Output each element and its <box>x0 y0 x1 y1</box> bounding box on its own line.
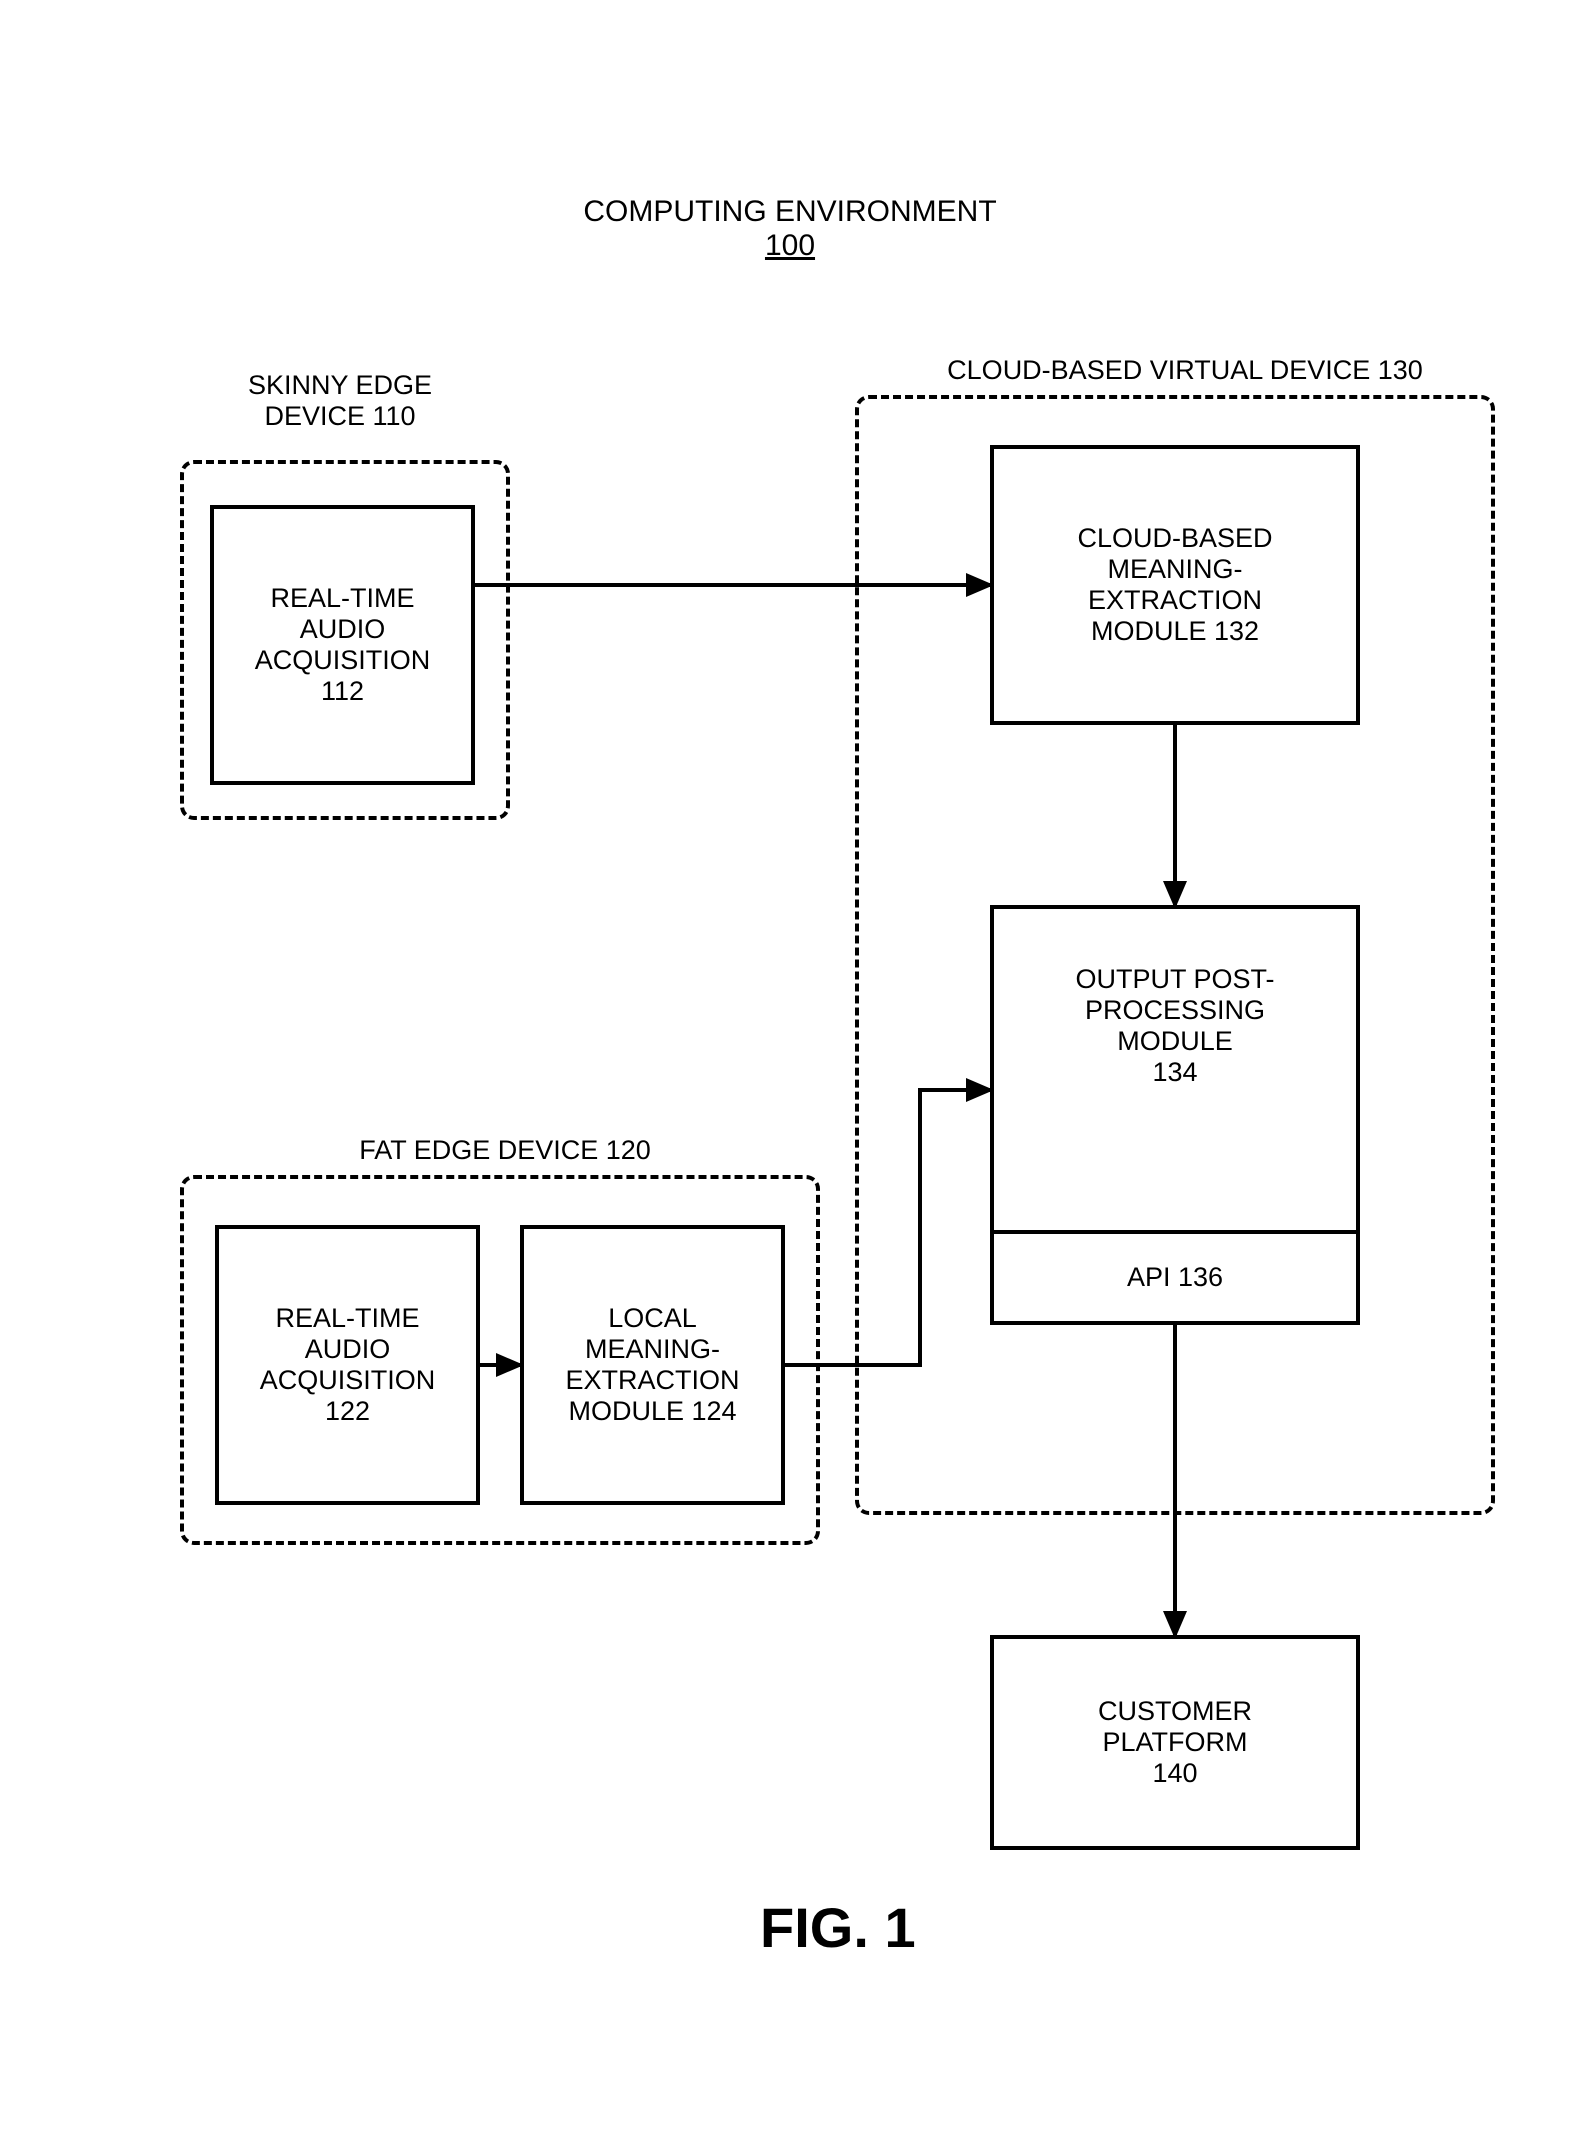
diagram-title-number: 100 <box>765 229 815 262</box>
diagram-title-text: COMPUTING ENVIRONMENT <box>583 195 996 228</box>
box-label-output_post: OUTPUT POST- PROCESSING MODULE 134 <box>1075 964 1274 1088</box>
container-label-skinny_edge: SKINNY EDGE DEVICE 110 <box>205 370 475 432</box>
box-label-customer: CUSTOMER PLATFORM 140 <box>1098 1696 1252 1789</box>
box-cloud_meaning: CLOUD-BASED MEANING- EXTRACTION MODULE 1… <box>990 445 1360 725</box>
box-local_meaning: LOCAL MEANING- EXTRACTION MODULE 124 <box>520 1225 785 1505</box>
container-label-fat_edge: FAT EDGE DEVICE 120 <box>305 1135 705 1166</box>
box-customer: CUSTOMER PLATFORM 140 <box>990 1635 1360 1850</box>
box-rt_audio_110: REAL-TIME AUDIO ACQUISITION 112 <box>210 505 475 785</box>
box-label-local_meaning: LOCAL MEANING- EXTRACTION MODULE 124 <box>565 1303 739 1427</box>
box-label-cloud_meaning: CLOUD-BASED MEANING- EXTRACTION MODULE 1… <box>1077 523 1272 647</box>
figure-label: FIG. 1 <box>760 1895 916 1960</box>
container-label-cloud_device: CLOUD-BASED VIRTUAL DEVICE 130 <box>875 355 1495 386</box>
diagram-canvas: COMPUTING ENVIRONMENT100 SKINNY EDGE DEVI… <box>0 0 1580 2138</box>
box-label-rt_audio_110: REAL-TIME AUDIO ACQUISITION 112 <box>255 583 431 707</box>
box-api: API 136 <box>990 1230 1360 1325</box>
box-label-rt_audio_120: REAL-TIME AUDIO ACQUISITION 122 <box>260 1303 436 1427</box>
box-rt_audio_120: REAL-TIME AUDIO ACQUISITION 122 <box>215 1225 480 1505</box>
box-label-api: API 136 <box>1127 1262 1223 1293</box>
diagram-title: COMPUTING ENVIRONMENT100 <box>545 195 1035 263</box>
